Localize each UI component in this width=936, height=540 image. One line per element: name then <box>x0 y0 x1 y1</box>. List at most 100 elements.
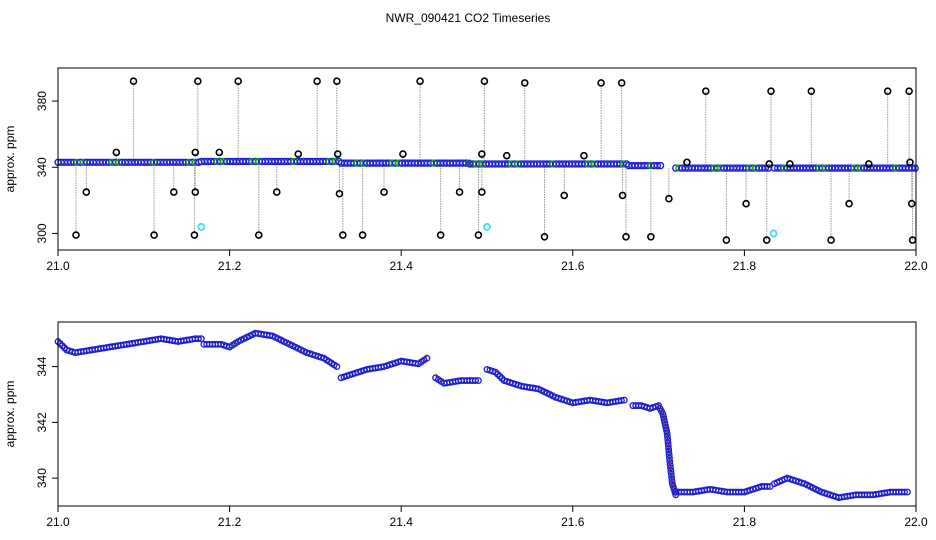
outlier-point <box>112 148 121 157</box>
outlier-point <box>807 87 816 95</box>
smoothed-point <box>620 396 628 404</box>
outlier-point <box>865 160 873 168</box>
outlier-point <box>380 188 388 196</box>
smoothed-point <box>667 464 674 472</box>
outlier-point <box>455 188 464 196</box>
top-x-tick-label: 21.6 <box>561 259 585 273</box>
outlier-point <box>399 150 407 158</box>
smoothed-point <box>666 461 674 469</box>
outlier-point <box>520 79 529 87</box>
outlier-point <box>478 150 486 158</box>
top-y-tick-label: 380 <box>35 91 49 111</box>
bottom-x-tick-label: 22.0 <box>904 515 928 529</box>
outlier-point <box>742 199 750 208</box>
bottom-x-tick-label: 21.6 <box>561 515 585 529</box>
y-axis-bottom-panel: 340 342 344 <box>35 356 58 488</box>
bottom-x-tick-label: 21.2 <box>218 515 242 529</box>
outlier-point <box>540 232 549 241</box>
smoothed-point <box>667 467 675 475</box>
outlier-point <box>683 158 691 167</box>
outlier-point <box>72 231 80 239</box>
outlier-point <box>767 87 775 95</box>
outlier-point <box>906 158 914 167</box>
baseline-series <box>54 157 919 172</box>
outlier-point <box>313 77 321 86</box>
outlier-point <box>762 236 771 244</box>
baseline-point <box>462 159 470 167</box>
outlier-point <box>358 231 367 239</box>
outlier-point <box>622 232 630 241</box>
outlier-point <box>480 77 489 86</box>
x-axis-top-panel: 21.0 21.2 21.4 21.6 21.8 22.0 <box>46 250 928 273</box>
outlier-points <box>72 77 917 244</box>
outlier-point <box>827 236 835 244</box>
outlier-point <box>786 160 794 168</box>
baseline-point <box>653 161 662 170</box>
top-x-tick-label: 21.8 <box>733 259 757 273</box>
outlier-point <box>294 150 303 158</box>
outlier-point <box>560 191 569 200</box>
top-y-tick-label: 300 <box>35 223 49 243</box>
bottom-y-tick-label: 342 <box>35 412 49 432</box>
smoothed-point <box>667 470 675 478</box>
baseline-point <box>911 164 919 172</box>
flagged-point <box>197 222 206 231</box>
smoothed-series <box>54 329 911 502</box>
outlier-point <box>905 87 913 95</box>
outlier-point <box>647 232 655 241</box>
chart-title: NWR_090421 CO2 Timeseries <box>386 11 551 25</box>
panel-smoothed: 21.0 21.2 21.4 21.6 21.8 22.0 340 342 344 appro… <box>3 321 928 529</box>
y-axis-top-panel: 300 340 380 <box>35 91 58 243</box>
top-x-tick-label: 21.2 <box>218 259 242 273</box>
flagged-point <box>483 222 491 231</box>
outlier-point <box>474 231 483 239</box>
smoothed-point <box>901 488 909 496</box>
bottom-x-tick-label: 21.8 <box>733 515 757 529</box>
outlier-point <box>701 87 710 95</box>
top-x-tick-label: 22.0 <box>904 259 928 273</box>
top-x-tick-label: 21.0 <box>46 259 70 273</box>
baseline-point <box>656 161 665 170</box>
smoothed-point <box>474 377 482 384</box>
outlier-point <box>339 231 347 239</box>
y-axis-label-bottom: approx. ppm <box>3 381 17 448</box>
outlier-point <box>580 151 588 160</box>
outlier-point <box>254 231 263 239</box>
outlier-point <box>335 189 344 198</box>
bottom-x-tick-label: 21.4 <box>390 515 414 529</box>
outlier-point <box>333 77 341 86</box>
smoothed-point <box>333 363 341 371</box>
outlier-point <box>234 77 242 86</box>
outlier-point <box>191 148 200 157</box>
smoothed-point <box>666 454 673 462</box>
smoothed-point <box>472 377 480 384</box>
top-y-tick-label: 340 <box>35 157 49 177</box>
outlier-point <box>617 79 626 87</box>
outlier-point <box>907 199 916 208</box>
outlier-point <box>502 151 511 160</box>
smoothed-point <box>903 488 911 496</box>
smoothed-point <box>666 457 674 465</box>
outlier-point <box>215 148 224 157</box>
outlier-point <box>82 188 91 196</box>
smoothed-point <box>617 397 625 404</box>
flagged-point <box>769 229 778 238</box>
outlier-point <box>436 231 445 239</box>
outlier-point <box>191 188 200 196</box>
plot-frame-top <box>57 67 917 251</box>
outlier-point <box>845 199 853 208</box>
smoothed-point <box>668 473 676 481</box>
outlier-point <box>597 79 605 87</box>
smoothed-point <box>194 335 202 343</box>
outlier-point <box>333 150 342 158</box>
outlier-point <box>722 236 731 244</box>
smoothed-point <box>197 335 205 343</box>
smoothed-point <box>532 384 540 392</box>
panel-outliers: 21.0 21.2 21.4 21.6 21.8 22.0 300 340 380 appro… <box>3 67 928 273</box>
outlier-point <box>765 160 774 168</box>
outlier-point <box>150 231 158 239</box>
bottom-y-tick-label: 340 <box>35 468 49 488</box>
outlier-point <box>190 231 199 239</box>
smoothed-point <box>763 483 771 490</box>
